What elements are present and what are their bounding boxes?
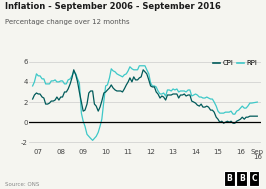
FancyBboxPatch shape: [236, 171, 247, 186]
Text: B: B: [239, 174, 245, 183]
Text: C: C: [251, 174, 257, 183]
Text: Percentage change over 12 months: Percentage change over 12 months: [5, 19, 130, 25]
Legend: CPI, RPI: CPI, RPI: [213, 60, 257, 66]
FancyBboxPatch shape: [224, 171, 235, 186]
Text: Source: ONS: Source: ONS: [5, 182, 40, 187]
Text: B: B: [226, 174, 232, 183]
FancyBboxPatch shape: [249, 171, 259, 186]
Text: Inflation - September 2006 - September 2016: Inflation - September 2006 - September 2…: [5, 2, 221, 11]
